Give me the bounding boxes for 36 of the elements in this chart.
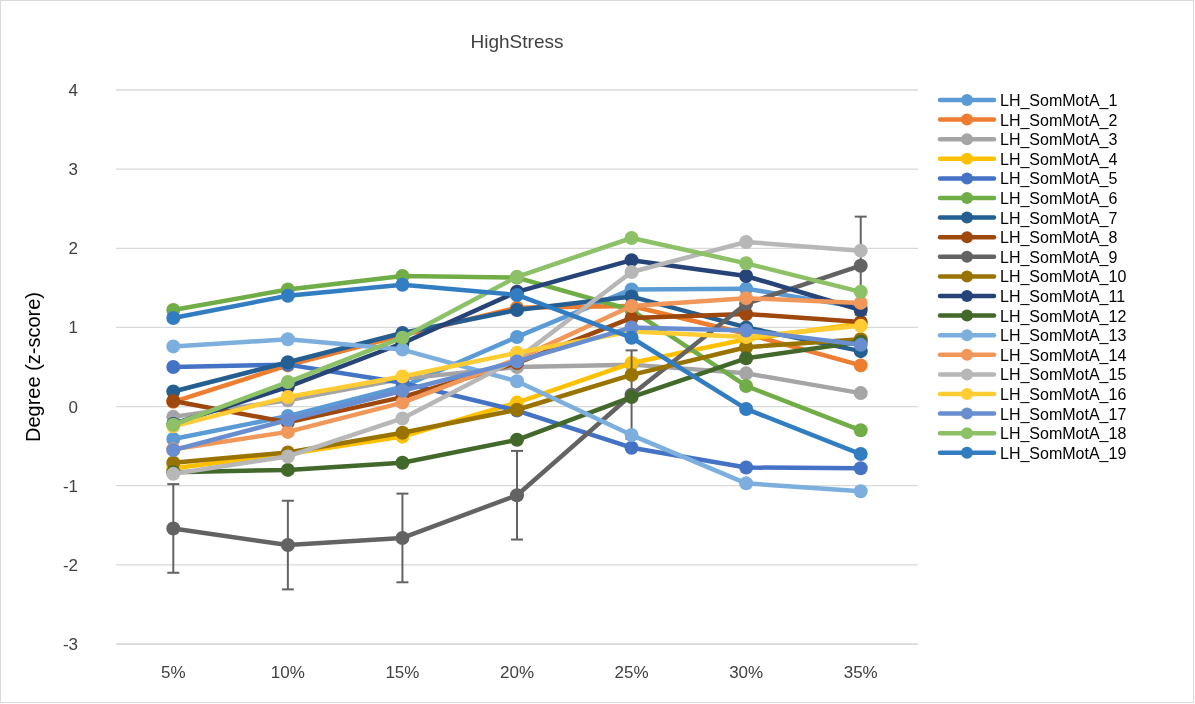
legend-label: LH_SomMotA_17	[1000, 405, 1127, 424]
legend-label: LH_SomMotA_18	[1000, 425, 1127, 444]
y-tick-label: 2	[68, 239, 78, 259]
legend-label: LH_SomMotA_19	[1000, 444, 1127, 463]
legend-label: LH_SomMotA_1	[1000, 92, 1118, 110]
x-tick-label: 25%	[614, 663, 649, 683]
y-axis-title: Degree (z-score)	[22, 291, 44, 443]
y-tick-label: -2	[62, 555, 78, 575]
x-tick-label: 15%	[385, 663, 420, 683]
legend-label: LH_SomMotA_7	[1000, 209, 1118, 228]
legend-label: LH_SomMotA_8	[1000, 229, 1118, 248]
y-tick-label: -3	[62, 634, 78, 654]
y-tick-label: 1	[68, 318, 78, 338]
legend-label: LH_SomMotA_11	[1000, 288, 1126, 306]
legend-label: LH_SomMotA_14	[1000, 346, 1127, 365]
legend-label: LH_SomMotA_3	[1000, 131, 1118, 150]
y-tick-label: 3	[68, 160, 78, 180]
legend-label: LH_SomMotA_15	[1000, 366, 1127, 385]
legend-label: LH_SomMotA_2	[1000, 111, 1118, 130]
legend-label: LH_SomMotA_5	[1000, 170, 1118, 189]
x-tick-label: 30%	[729, 663, 764, 683]
y-tick-label: 4	[68, 80, 78, 100]
x-tick-label: 5%	[161, 663, 186, 683]
y-tick-label: 0	[68, 397, 78, 417]
legend-label: LH_SomMotA_16	[1000, 386, 1127, 404]
legend-label: LH_SomMotA_6	[1000, 190, 1118, 208]
x-tick-label: 10%	[270, 663, 305, 683]
legend-label: LH_SomMotA_4	[1000, 150, 1118, 169]
chart-title: HighStress	[470, 31, 564, 52]
legend-label: LH_SomMotA_12	[1000, 307, 1127, 326]
legend-label: LH_SomMotA_13	[1000, 327, 1127, 346]
legend-label: LH_SomMotA_10	[1000, 268, 1127, 287]
x-tick-label: 35%	[843, 663, 878, 683]
x-tick-label: 20%	[499, 663, 535, 683]
legend-label: LH_SomMotA_9	[1000, 248, 1118, 267]
y-tick-label: -1	[62, 476, 78, 496]
